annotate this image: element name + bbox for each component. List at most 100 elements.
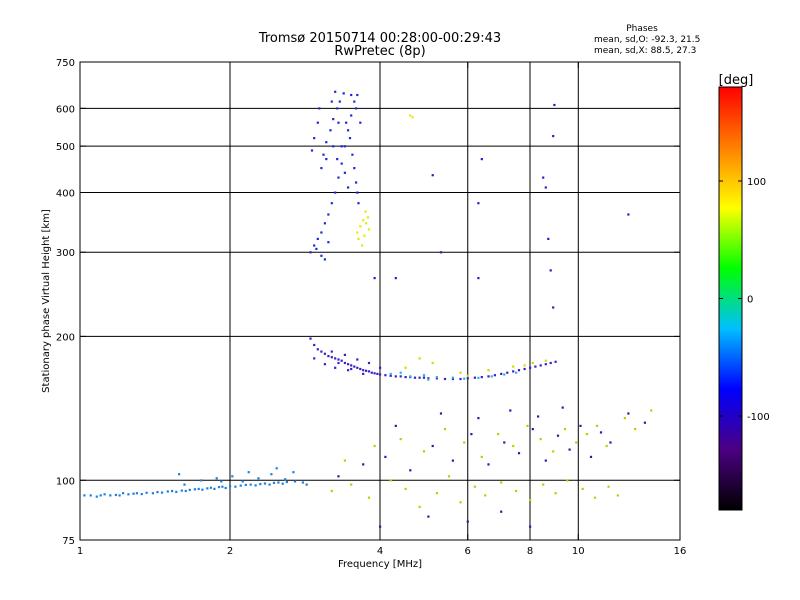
data-point [183, 483, 186, 486]
data-point [109, 494, 112, 497]
data-point [616, 494, 619, 497]
y-tick-label: 100 [56, 476, 75, 487]
data-point [422, 450, 426, 453]
data-point [350, 364, 353, 367]
data-point [422, 374, 426, 377]
data-point [523, 364, 526, 367]
data-point [332, 145, 335, 148]
data-point [585, 433, 588, 436]
data-point [466, 377, 469, 380]
data-point [362, 372, 365, 375]
data-point [327, 241, 330, 244]
data-point [477, 417, 480, 420]
data-point [340, 359, 343, 362]
data-point [605, 444, 608, 448]
data-point [650, 409, 653, 412]
data-point [547, 237, 550, 240]
chart-subtitle: RwPretec (8p) [334, 44, 425, 59]
data-point [330, 100, 333, 103]
data-point [241, 480, 244, 483]
data-point [367, 370, 371, 373]
data-point [184, 489, 187, 493]
data-point [599, 431, 603, 434]
data-point [497, 433, 500, 436]
data-point [480, 455, 483, 458]
data-point [422, 376, 426, 379]
data-point [364, 210, 367, 213]
data-point [435, 492, 438, 495]
data-point [213, 487, 216, 490]
data-point [627, 213, 630, 216]
data-point [347, 186, 350, 189]
data-point [373, 372, 376, 375]
data-point [338, 100, 341, 103]
data-point [103, 493, 106, 496]
data-point [362, 219, 365, 222]
data-point [623, 417, 626, 420]
axis-ticks: 1 2 4 6 8 10 16 75 100 200 300 400 500 600 750 [56, 58, 686, 557]
data-point [193, 488, 196, 491]
data-point [552, 135, 555, 138]
data-point [323, 258, 326, 261]
phases-heading: Phases [626, 24, 658, 34]
data-point [337, 121, 340, 124]
data-point [556, 434, 560, 437]
data-point [595, 424, 599, 427]
data-point [579, 424, 582, 427]
y-axis-label: Stationary phase Virtual Height [km] [41, 209, 52, 393]
data-point [427, 515, 430, 518]
data-point [379, 525, 382, 528]
data-point [239, 484, 242, 487]
data-point [517, 452, 521, 455]
data-point [281, 482, 284, 485]
data-point [459, 377, 462, 381]
data-point [316, 348, 319, 351]
data-point [544, 359, 547, 362]
data-point [365, 369, 368, 372]
data-point [365, 222, 368, 225]
data-point [539, 438, 542, 441]
data-point [563, 428, 567, 431]
data-point [330, 489, 333, 493]
data-point [447, 475, 451, 478]
data-point [487, 375, 490, 378]
data-point [531, 428, 534, 431]
data-point [220, 480, 223, 483]
data-point [529, 525, 532, 528]
data-point [427, 378, 430, 381]
data-point [443, 428, 447, 431]
data-point [373, 444, 376, 448]
data-point [534, 365, 537, 368]
data-point [356, 366, 359, 369]
x-tick-label: 8 [527, 546, 533, 557]
data-point [399, 438, 402, 441]
data-point [515, 371, 518, 374]
data-point [244, 483, 247, 487]
x-tick-label: 16 [674, 546, 687, 557]
data-point [249, 483, 252, 486]
data-point [254, 484, 257, 487]
data-point [334, 191, 337, 194]
data-point [561, 406, 564, 409]
data-point [463, 441, 466, 444]
data-point [320, 350, 323, 353]
data-point [373, 277, 376, 280]
x-tick-label: 2 [227, 546, 233, 557]
data-point [330, 350, 333, 353]
data-point [337, 475, 340, 478]
data-point [313, 357, 316, 360]
data-point [301, 481, 304, 484]
data-point [435, 376, 438, 379]
data-point [549, 269, 552, 272]
data-point [500, 481, 503, 484]
data-point [353, 100, 356, 103]
data-point [343, 171, 346, 174]
data-point [284, 478, 287, 481]
data-point [512, 444, 515, 448]
data-point [334, 90, 337, 93]
data-point [323, 352, 326, 355]
data-point [330, 202, 333, 205]
data-point [394, 277, 397, 280]
data-point [145, 491, 148, 494]
